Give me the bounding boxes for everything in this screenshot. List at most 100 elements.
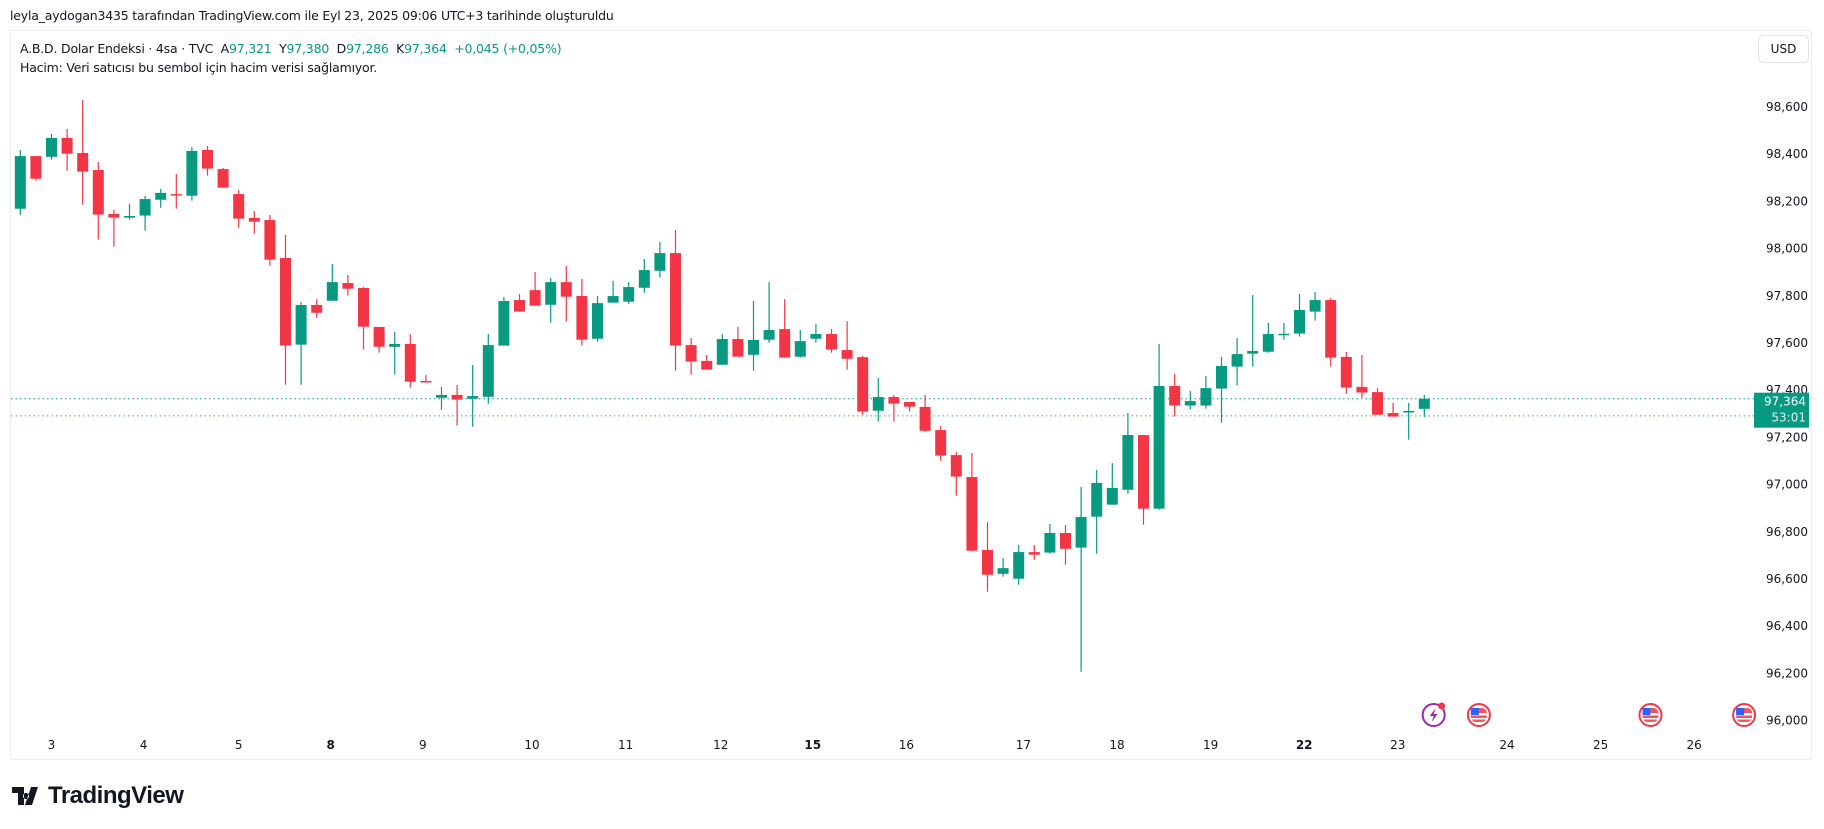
chart-legend: A.B.D. Dolar Endeksi · 4sa · TVC A97,321… [20, 39, 562, 77]
candle-body [467, 396, 479, 399]
candle-body [217, 169, 229, 188]
candle-down [404, 334, 416, 388]
y-tick-label: 96,000 [1766, 714, 1808, 728]
candle-body [92, 170, 104, 215]
candle-body [1372, 392, 1383, 415]
chart-panel [10, 30, 1812, 760]
candle-up [482, 334, 494, 404]
candle-up [716, 334, 728, 365]
candle-down [779, 299, 791, 358]
x-tick-label: 3 [48, 738, 56, 752]
x-tick-label: 26 [1687, 738, 1702, 752]
ohlc-row: A.B.D. Dolar Endeksi · 4sa · TVC A97,321… [20, 39, 562, 58]
notification-dot [1438, 702, 1446, 710]
candle-down [77, 99, 89, 205]
candle-body [46, 137, 57, 157]
candle-body [170, 194, 182, 196]
x-tick-label: 10 [524, 738, 539, 752]
candle-up [498, 296, 510, 346]
candle-body [14, 156, 26, 209]
candle-down [1060, 524, 1071, 565]
candle-body [1184, 401, 1196, 406]
price-tag-countdown: 53:01 [1771, 411, 1806, 425]
candle-up [295, 301, 307, 385]
candle-body [1325, 300, 1337, 358]
candle-down [904, 402, 915, 412]
last-price-tag: 97,364 53:01 [1754, 392, 1809, 428]
candle-body [264, 220, 276, 260]
candle-down [61, 128, 73, 171]
candle-down [280, 234, 291, 385]
x-tick-label: 19 [1203, 738, 1218, 752]
candle-body [186, 150, 198, 196]
y-tick-label: 96,600 [1766, 572, 1808, 586]
candle-up [1262, 322, 1274, 353]
us-flag-event-icon[interactable] [1466, 703, 1491, 727]
us-flag-event-icon[interactable] [1638, 703, 1663, 727]
candle-down [1387, 402, 1399, 417]
chart-credit: leyla_aydogan3435 tarafından TradingView… [10, 8, 614, 23]
candle-body [950, 455, 962, 477]
candle-body [124, 216, 135, 218]
open-label: A [220, 41, 230, 56]
candle-body [1231, 354, 1243, 367]
candle-up [1200, 376, 1212, 409]
candle-body [108, 213, 120, 218]
candle-body [607, 296, 619, 303]
currency-button[interactable]: USD [1758, 35, 1809, 63]
candle-down [514, 294, 525, 312]
candle-body [670, 253, 681, 346]
candle-body [326, 282, 338, 301]
candle-up [592, 296, 603, 342]
candle-body [826, 334, 837, 350]
candle-down [30, 156, 42, 181]
y-tick-label: 97,600 [1766, 336, 1808, 350]
candle-body [716, 338, 728, 365]
x-tick-label: 5 [235, 738, 243, 752]
candle-body [342, 283, 354, 289]
candle-down [342, 275, 354, 296]
candle-body [498, 300, 510, 346]
candle-body [482, 345, 494, 397]
candle-down [560, 266, 572, 322]
change-value: +0,045 (+0,05%) [454, 41, 562, 56]
flag-canton [1470, 708, 1479, 715]
close-value: 97,364 [404, 41, 447, 56]
candle-down [311, 299, 323, 318]
candle-body [233, 194, 245, 219]
candle-down [919, 394, 931, 432]
candle-down [264, 215, 276, 266]
candle-body [1060, 532, 1071, 549]
close-label: K [396, 41, 405, 56]
candle-down [1028, 545, 1040, 560]
candle-down [888, 395, 900, 422]
candle-body [904, 402, 915, 407]
y-tick-label: 98,000 [1766, 242, 1808, 256]
x-tick-label: 18 [1109, 738, 1124, 752]
candle-up [1418, 394, 1430, 418]
candle-up [1106, 463, 1118, 505]
candle-up [1122, 413, 1134, 494]
candle-up [654, 241, 666, 278]
candle-body [763, 330, 775, 340]
candle-up [794, 330, 806, 358]
candle-body [1262, 334, 1274, 352]
x-tick-label: 8 [327, 738, 335, 752]
candle-body [1106, 487, 1118, 505]
high-value: 97,380 [286, 41, 330, 56]
candle-up [1091, 469, 1103, 554]
candle-down [950, 452, 962, 496]
candle-body [654, 253, 666, 271]
candle-down [420, 375, 432, 383]
candle-down [1340, 351, 1352, 394]
candle-body [1216, 365, 1227, 389]
candle-up [545, 278, 557, 323]
candle-up [14, 149, 26, 216]
candle-down [1356, 355, 1368, 398]
candle-up [1278, 322, 1290, 340]
symbol-title[interactable]: A.B.D. Dolar Endeksi · 4sa · TVC [20, 41, 214, 56]
lightning-event-icon[interactable] [1421, 702, 1446, 727]
us-flag-event-icon[interactable] [1732, 703, 1757, 727]
candle-down [732, 326, 744, 357]
